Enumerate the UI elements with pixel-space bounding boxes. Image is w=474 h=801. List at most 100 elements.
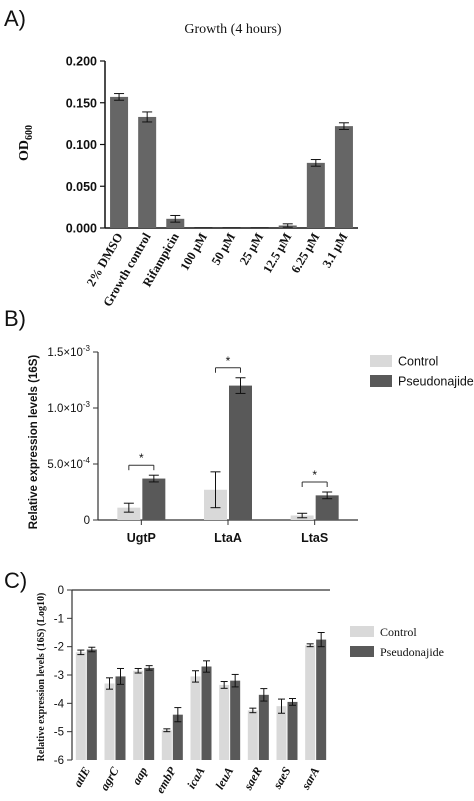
b-y-tick-label: 1.5×10-3 [47, 344, 90, 359]
c-error-bar [289, 698, 296, 706]
b-bar-pseudonajide [142, 478, 166, 520]
b-x-tick-label: UgtP [127, 531, 156, 545]
panel-c-label: C) [4, 568, 27, 593]
a-error-bar [310, 159, 321, 167]
c-legend-label-pseudonajide: Pseudonajide [380, 645, 444, 659]
c-legend-swatch-control [350, 626, 374, 637]
c-error-bar [145, 665, 153, 671]
panel-a-title: Growth (4 hours) [184, 22, 282, 37]
panel-a-label: A) [4, 6, 26, 31]
a-error-bar [282, 223, 293, 228]
c-x-tick-label: sarA [298, 765, 322, 793]
panel-c-ylabel: Relative expression levels (16S) (Log10) [36, 593, 47, 762]
c-error-bar [220, 681, 228, 689]
b-legend-swatch-control [370, 355, 392, 367]
b-significance-star: * [139, 451, 144, 465]
c-bar-pseudonajide [144, 667, 155, 760]
c-x-tick-label: atlE [70, 765, 92, 790]
b-legend-label-control: Control [398, 355, 438, 369]
b-error-bar [123, 502, 134, 513]
a-x-tick-label: 25 μM [237, 230, 266, 267]
c-bar-control [133, 670, 144, 760]
panel-c-log-expression-chart: C) Relative expression levels (16S) (Log… [4, 568, 444, 796]
c-bar-control [219, 684, 230, 760]
c-y-tick-label: -2 [54, 642, 64, 654]
b-legend-label-pseudonajide: Pseudonajide [398, 375, 474, 389]
c-error-bar [163, 728, 171, 733]
c-bar-pseudonajide [258, 694, 269, 760]
panel-b-expression-chart: B) Relative expression levels (16S) 0 5.0… [4, 306, 474, 545]
c-bar-pseudonajide [287, 701, 298, 760]
panel-b-label: B) [4, 306, 26, 331]
b-significance-star: * [312, 468, 317, 482]
b-y-tick-label: 1.0×10-3 [47, 400, 90, 415]
a-x-tick-label: 3.1 μM [320, 230, 351, 270]
c-error-bar [231, 673, 239, 688]
c-bar-pseudonajide [115, 676, 126, 760]
a-y-tick-label: 0.150 [66, 96, 97, 110]
c-x-tick-label: icaA [184, 765, 207, 792]
c-error-bar [260, 688, 268, 702]
c-x-tick-label: saeS [270, 764, 294, 792]
c-error-bar [117, 667, 124, 685]
a-x-tick-label: 50 μM [209, 230, 238, 267]
c-x-tick-label: saeR [240, 765, 265, 794]
a-bar [138, 116, 157, 228]
c-bar-pseudonajide [230, 680, 241, 760]
b-bar-pseudonajide [315, 495, 339, 520]
c-bar-pseudonajide [316, 639, 327, 760]
a-bar [166, 218, 185, 228]
c-error-bar [192, 670, 199, 683]
panel-a-growth-chart: A) Growth (4 hours) OD600 0.000 0.050 0.10… [4, 6, 358, 309]
c-error-bar [106, 677, 113, 690]
b-x-tick-label: LtaS [301, 531, 328, 545]
c-y-tick-label: -6 [54, 755, 64, 767]
c-bar-pseudonajide [172, 714, 183, 760]
a-bar [306, 162, 325, 228]
c-bar-control [161, 730, 172, 760]
b-y-tick-label: 0 [84, 515, 90, 527]
c-bar-control [104, 683, 115, 760]
c-bar-control [276, 706, 287, 760]
c-x-tick-label: aap [129, 765, 150, 788]
c-legend-swatch-pseudonajide [350, 646, 374, 657]
c-bar-control [247, 710, 258, 760]
c-y-tick-label: -3 [54, 670, 64, 682]
b-bar-pseudonajide [229, 385, 252, 520]
a-bar [334, 126, 353, 228]
c-bar-pseudonajide [201, 666, 212, 760]
a-y-tick-label: 0.050 [66, 180, 97, 194]
c-error-bar [134, 667, 142, 674]
a-bar [110, 96, 129, 228]
b-y-tick-label: 5.0×10-4 [47, 456, 90, 471]
a-y-tick-label: 0.000 [66, 222, 97, 236]
b-x-tick-label: LtaA [214, 531, 242, 545]
c-error-bar [249, 707, 257, 714]
a-error-bar [170, 214, 181, 223]
c-x-tick-label: agrC [97, 764, 122, 793]
c-bar-pseudonajide [86, 649, 97, 760]
c-error-bar [203, 660, 210, 673]
c-x-tick-label: leuA [212, 765, 236, 792]
b-error-bar [235, 377, 246, 394]
c-error-bar [174, 707, 182, 723]
c-bar-control [75, 652, 86, 760]
b-error-bar [148, 474, 159, 483]
panel-b-ylabel: Relative expression levels (16S) [28, 355, 40, 530]
c-x-tick-label: embP [153, 764, 179, 796]
c-error-bar [88, 646, 96, 653]
a-error-bar [142, 111, 153, 123]
a-error-bar [114, 93, 125, 101]
c-error-bar [306, 643, 314, 648]
b-error-bar [297, 512, 308, 519]
c-error-bar [317, 632, 325, 648]
a-x-tick-label: 100 μM [177, 230, 210, 272]
b-error-bar [210, 471, 221, 509]
a-error-bar [338, 122, 349, 130]
c-error-bar [77, 649, 85, 656]
c-y-tick-label: -5 [54, 727, 64, 739]
c-y-tick-label: -4 [54, 698, 65, 710]
a-y-tick-label: 0.100 [66, 138, 97, 152]
c-bar-control [305, 645, 316, 760]
